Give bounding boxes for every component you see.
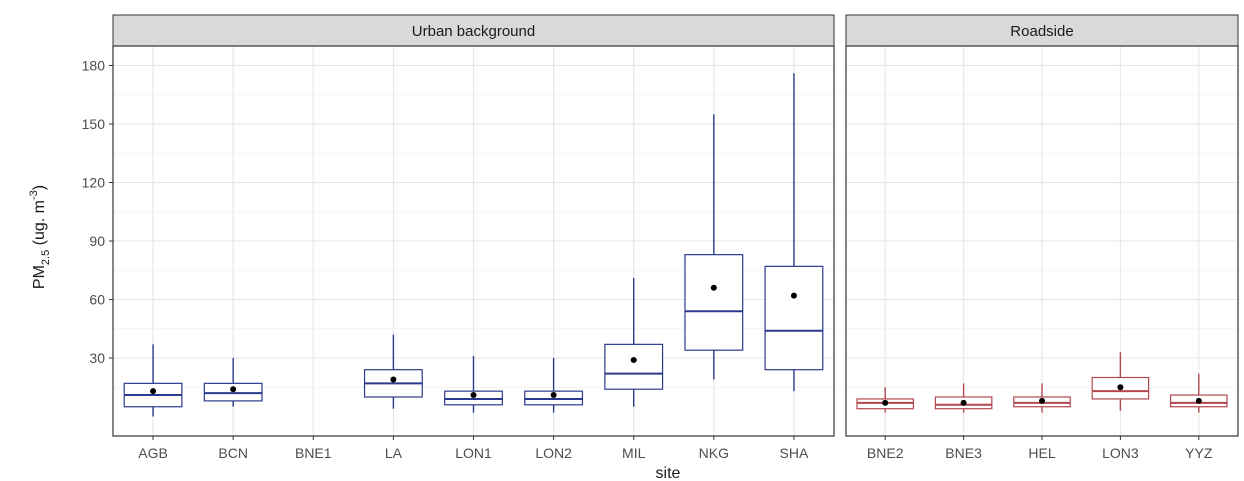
y-axis-title-group: PM2.5 (ug. m-3) [28,185,52,289]
x-tick-label: LON3 [1102,445,1139,461]
x-tick-label: BNE3 [945,445,982,461]
box-HEL [1013,383,1071,413]
box-YYZ [1169,373,1228,413]
box-MIL [604,278,664,407]
box-mean-point [630,356,637,363]
y-tick-label: 90 [89,233,105,249]
box-mean-point [1039,397,1045,404]
x-tick-label: BNE2 [867,445,904,461]
box-mean-point [1117,384,1124,391]
box-BCN [203,358,263,407]
x-tick-label: MIL [622,445,646,461]
box-LON3 [1091,352,1150,411]
facet-panel-2: Roadside BNE2 BNE3 HEL LON3 YYZ [845,14,1239,461]
facet-strip [112,14,835,47]
x-tick-label: NKG [699,445,729,461]
box-NKG [684,114,744,380]
box-iqr [684,254,744,351]
y-axis-title-main: PM [31,265,48,289]
x-tick-label: LON2 [535,445,572,461]
y-axis-title-unit: (ug. m [31,200,48,250]
x-tick-label: HEL [1028,445,1055,461]
box-iqr [764,265,824,371]
x-tick-label: AGB [138,445,168,461]
y-tick-label: 150 [82,116,106,132]
box-BNE2 [856,387,915,413]
y-axis: 30 60 90 120 150 180 [82,58,113,366]
box-BNE3 [934,383,993,413]
y-tick-label: 120 [82,175,106,191]
box-AGB [123,344,183,417]
box-mean-point [150,388,157,395]
y-tick-label: 30 [89,350,105,366]
x-tick-label: YYZ [1185,445,1213,461]
x-tick-label: BCN [218,445,248,461]
x-axis-title-group: site [656,465,681,481]
x-tick-label: LA [385,445,403,461]
box-mean-point [882,399,889,406]
y-axis-title-subscript: 2.5 [40,250,52,265]
box-mean-point [790,292,797,299]
box-LON2 [524,358,584,413]
box-LON1 [444,356,503,413]
box-mean-point [470,392,477,399]
y-axis-title: PM2.5 (ug. m-3) [28,185,52,289]
x-tick-label: BNE1 [295,445,332,461]
box-SHA [764,73,824,392]
y-axis-title-superscript: -3 [28,190,40,200]
x-tick-label: LON1 [455,445,492,461]
y-tick-label: 180 [82,58,106,74]
box-mean-point [1195,397,1202,404]
facet-panel-1: Urban background AGB BCN BNE1 LA LON1 LON2 MIL N… [112,14,835,461]
box-mean-point [960,399,967,406]
facet-strip-label: Urban background [412,23,535,40]
box-mean-point [550,392,557,399]
box-mean-point [710,284,717,291]
box-mean-point [390,376,397,383]
x-tick-label: SHA [780,445,809,461]
box-iqr [604,343,664,390]
box-LA [363,334,423,409]
box-mean-point [230,386,237,393]
x-axis-title: site [656,465,681,481]
y-axis-title-close: ) [31,185,48,190]
y-tick-label: 60 [89,292,105,308]
facet-strip-label: Roadside [1010,23,1073,40]
facet-panels: Urban background AGB BCN BNE1 LA LON1 LON2 MIL N… [112,14,1239,461]
